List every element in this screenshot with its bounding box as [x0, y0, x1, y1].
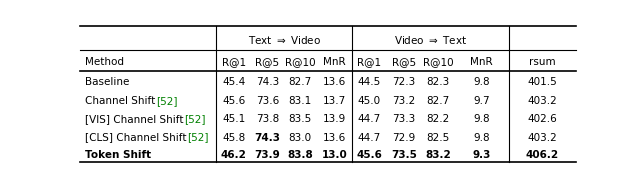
- Text: 82.5: 82.5: [426, 132, 449, 143]
- Text: 82.3: 82.3: [426, 77, 449, 87]
- Text: R@5: R@5: [255, 57, 279, 68]
- Text: rsum: rsum: [529, 57, 556, 68]
- Text: 46.2: 46.2: [221, 150, 246, 160]
- Text: 13.0: 13.0: [321, 150, 348, 160]
- Text: R@1: R@1: [221, 57, 246, 68]
- Text: [52]: [52]: [156, 96, 178, 106]
- Text: 403.2: 403.2: [527, 132, 557, 143]
- Text: 45.0: 45.0: [358, 96, 381, 106]
- Text: MnR: MnR: [323, 57, 346, 68]
- Text: Token Shift: Token Shift: [85, 150, 151, 160]
- Text: [52]: [52]: [188, 132, 209, 143]
- Text: R@1: R@1: [357, 57, 381, 68]
- Text: 72.9: 72.9: [392, 132, 415, 143]
- Text: 83.0: 83.0: [289, 132, 312, 143]
- Text: 9.7: 9.7: [474, 96, 490, 106]
- Text: 72.3: 72.3: [392, 77, 415, 87]
- Text: Method: Method: [85, 57, 124, 68]
- Text: [CLS] Channel Shift: [CLS] Channel Shift: [85, 132, 186, 143]
- Text: 9.3: 9.3: [472, 150, 491, 160]
- Text: 13.6: 13.6: [323, 132, 346, 143]
- Text: 73.3: 73.3: [392, 114, 415, 124]
- Text: 83.1: 83.1: [289, 96, 312, 106]
- Text: MnR: MnR: [470, 57, 493, 68]
- Text: 82.7: 82.7: [289, 77, 312, 87]
- Text: R@5: R@5: [392, 57, 416, 68]
- Text: 13.6: 13.6: [323, 77, 346, 87]
- Text: 73.6: 73.6: [255, 96, 279, 106]
- Text: 82.2: 82.2: [426, 114, 449, 124]
- Text: Baseline: Baseline: [85, 77, 129, 87]
- Text: 44.7: 44.7: [358, 114, 381, 124]
- Text: 83.2: 83.2: [425, 150, 451, 160]
- Text: 73.8: 73.8: [255, 114, 279, 124]
- Text: [VIS] Channel Shift: [VIS] Channel Shift: [85, 114, 184, 124]
- Text: 45.6: 45.6: [222, 96, 245, 106]
- Text: 45.1: 45.1: [222, 114, 245, 124]
- Text: R@10: R@10: [285, 57, 316, 68]
- Text: [52]: [52]: [184, 114, 206, 124]
- Text: 74.3: 74.3: [254, 132, 280, 143]
- Text: 401.5: 401.5: [527, 77, 557, 87]
- Text: 13.7: 13.7: [323, 96, 346, 106]
- Text: 13.9: 13.9: [323, 114, 346, 124]
- Text: 44.5: 44.5: [358, 77, 381, 87]
- Text: 45.4: 45.4: [222, 77, 245, 87]
- Text: 403.2: 403.2: [527, 96, 557, 106]
- Text: Video $\Rightarrow$ Text: Video $\Rightarrow$ Text: [394, 34, 467, 46]
- Text: 73.2: 73.2: [392, 96, 415, 106]
- Text: 82.7: 82.7: [426, 96, 449, 106]
- Text: 45.6: 45.6: [356, 150, 382, 160]
- Text: 402.6: 402.6: [527, 114, 557, 124]
- Text: 44.7: 44.7: [358, 132, 381, 143]
- Text: 74.3: 74.3: [255, 77, 279, 87]
- Text: 9.8: 9.8: [474, 114, 490, 124]
- Text: R@10: R@10: [422, 57, 453, 68]
- Text: 73.5: 73.5: [391, 150, 417, 160]
- Text: 73.9: 73.9: [254, 150, 280, 160]
- Text: Channel Shift: Channel Shift: [85, 96, 156, 106]
- Text: 406.2: 406.2: [526, 150, 559, 160]
- Text: 9.8: 9.8: [474, 132, 490, 143]
- Text: 83.5: 83.5: [289, 114, 312, 124]
- Text: 83.8: 83.8: [287, 150, 313, 160]
- Text: 45.8: 45.8: [222, 132, 245, 143]
- Text: 9.8: 9.8: [474, 77, 490, 87]
- Text: Text $\Rightarrow$ Video: Text $\Rightarrow$ Video: [248, 34, 321, 46]
